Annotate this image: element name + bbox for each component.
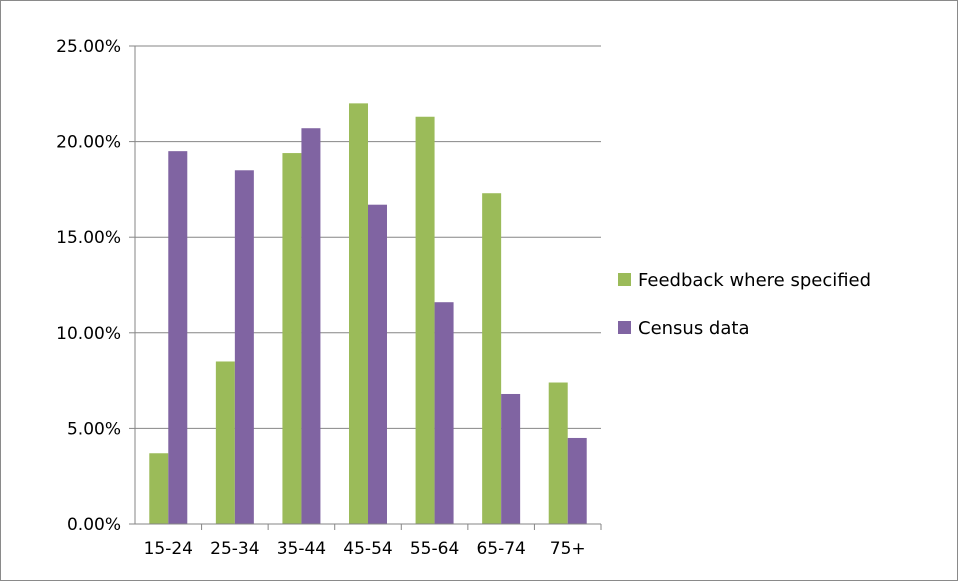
y-tick-label: 0.00%: [67, 515, 121, 535]
y-tick-label: 20.00%: [56, 133, 121, 153]
y-tick-label: 15.00%: [56, 228, 121, 248]
bar-census-15-24: [168, 151, 188, 524]
x-tick-label: 45-54: [343, 539, 392, 559]
legend-label-census: Census data: [638, 318, 749, 339]
bar-feedback-65-74: [482, 193, 502, 524]
x-tick-label: 25-34: [210, 539, 259, 559]
y-tick-labels: 0.00% 5.00% 10.00% 15.00% 20.00% 25.00%: [56, 37, 121, 535]
bar-census-35-44: [301, 128, 321, 524]
bars: [149, 103, 587, 525]
y-tick-label: 5.00%: [67, 419, 121, 439]
bar-census-25-34: [234, 170, 254, 524]
y-tick-label: 10.00%: [56, 324, 121, 344]
bar-census-55-64: [434, 302, 454, 524]
bar-census-45-54: [368, 204, 387, 525]
x-tick-labels: 15-24 25-34 35-44 45-54 55-64 65-74 75+: [144, 539, 586, 559]
bar-feedback-25-34: [215, 361, 235, 524]
bar-census-65-74: [501, 393, 521, 524]
bar-feedback-75+: [548, 382, 568, 524]
x-tick-label: 55-64: [410, 539, 459, 559]
x-tick-label: 15-24: [144, 539, 193, 559]
bar-feedback-15-24: [149, 453, 169, 524]
legend: Feedback where specified Census data: [618, 270, 871, 339]
x-tick-label: 35-44: [277, 539, 326, 559]
x-tick-label: 75+: [550, 539, 586, 559]
legend-swatch-feedback: [618, 273, 631, 286]
legend-swatch-census: [618, 321, 631, 334]
bar-feedback-55-64: [415, 116, 435, 524]
legend-label-feedback: Feedback where specified: [638, 270, 871, 291]
axes: [129, 45, 602, 530]
y-tick-label: 25.00%: [56, 37, 121, 57]
bar-feedback-35-44: [282, 153, 302, 524]
bar-census-75+: [567, 437, 587, 524]
bar-feedback-45-54: [349, 103, 368, 525]
x-tick-label: 65-74: [476, 539, 525, 559]
